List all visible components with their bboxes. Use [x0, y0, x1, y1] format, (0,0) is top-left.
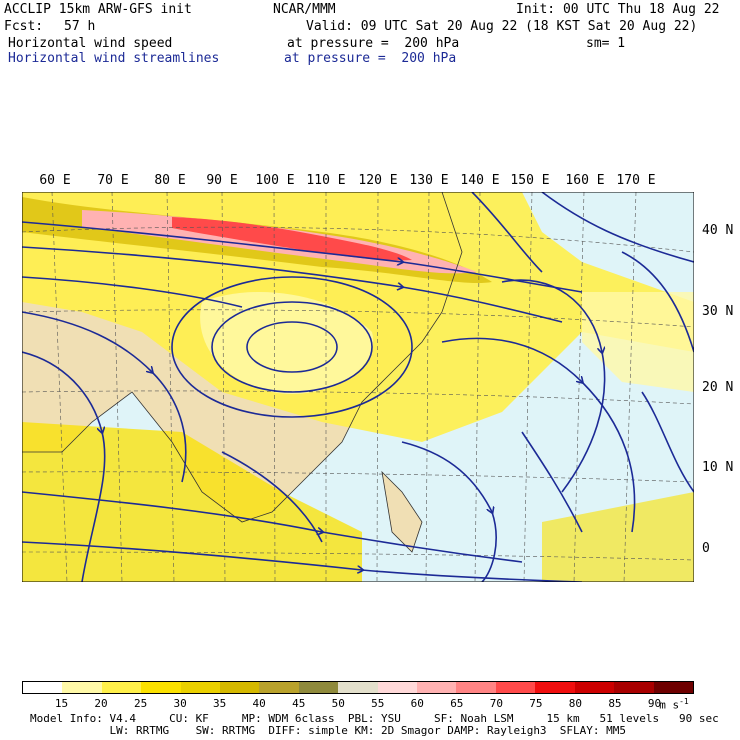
- smoothing-label: sm= 1: [586, 36, 626, 51]
- colorbar-tick-label: 75: [529, 697, 543, 710]
- lat-label-20n: 20 N: [702, 380, 734, 395]
- field1-level: at pressure = 200 hPa: [287, 36, 460, 51]
- lat-label-0: 0: [702, 541, 710, 556]
- colorbar-swatch: [141, 682, 181, 693]
- lon-label-120e: 120 E: [358, 173, 398, 188]
- colorbar-unit: m s-1: [659, 697, 689, 712]
- colorbar-tick-label: 35: [213, 697, 227, 710]
- wind-map: [22, 192, 694, 582]
- colorbar-tick-label: 55: [371, 697, 385, 710]
- valid-time: Valid: 09 UTC Sat 20 Aug 22 (18 KST Sat …: [306, 19, 698, 34]
- forecast-label: Fcst:: [4, 19, 44, 34]
- colorbar-swatch: [180, 682, 221, 693]
- colorbar-tick-label: 70: [489, 697, 503, 710]
- wind-fill-east-south: [542, 492, 694, 582]
- lon-label-110e: 110 E: [306, 173, 346, 188]
- colorbar-swatch: [535, 682, 575, 693]
- colorbar: [22, 681, 694, 694]
- colorbar-tick-label: 80: [568, 697, 583, 710]
- colorbar-tick-label: 60: [410, 697, 424, 710]
- colorbar-swatch: [101, 682, 142, 693]
- colorbar-swatch: [23, 682, 63, 693]
- colorbar-swatch: [456, 682, 496, 693]
- colorbar-swatch: [338, 682, 378, 693]
- colorbar-tick-label: 65: [450, 697, 464, 710]
- colorbar-swatch: [298, 682, 339, 693]
- lon-label-100e: 100 E: [255, 173, 295, 188]
- colorbar-swatch: [614, 682, 654, 693]
- colorbar-tick-label: 50: [331, 697, 345, 710]
- colorbar-swatch: [377, 682, 418, 693]
- streamlines: [22, 192, 694, 582]
- field1-name: Horizontal wind speed: [8, 36, 173, 51]
- lon-label-160e: 160 E: [565, 173, 605, 188]
- lon-label-140e: 140 E: [460, 173, 500, 188]
- lon-label-170e: 170 E: [616, 173, 656, 188]
- colorbar-tick-label: 40: [252, 697, 266, 710]
- lat-label-40n: 40 N: [702, 223, 734, 238]
- model-info-line1: Model Info: V4.4 CU: KF MP: WDM 6class P…: [30, 712, 719, 725]
- colorbar-swatch: [574, 682, 615, 693]
- forecast-hours: 57 h: [64, 19, 96, 34]
- lon-label-150e: 150 E: [510, 173, 550, 188]
- graticule: [22, 192, 694, 582]
- lon-label-60e: 60 E: [39, 173, 71, 188]
- jet-core-red: [172, 217, 412, 261]
- wind-fill-light-yellow: [200, 292, 374, 394]
- colorbar-tick-label: 15: [54, 697, 69, 710]
- field2-name: Horizontal wind streamlines: [8, 51, 220, 66]
- colorbar-swatch: [653, 682, 693, 693]
- model-title: ACCLIP 15km ARW-GFS init: [4, 2, 192, 17]
- colorbar-swatch: [495, 682, 536, 693]
- colorbar-tick-label: 90: [647, 697, 662, 710]
- lat-label-10n: 10 N: [702, 460, 734, 475]
- colorbar-swatch: [220, 682, 260, 693]
- init-time: Init: 00 UTC Thu 18 Aug 22: [516, 2, 720, 17]
- colorbar-tick-label: 85: [608, 697, 622, 710]
- colorbar-tick-label: 30: [173, 697, 187, 710]
- coastlines: [22, 192, 463, 553]
- model-info-line2: LW: RRTMG SW: RRTMG DIFF: simple KM: 2D …: [30, 724, 627, 737]
- lon-label-90e: 90 E: [206, 173, 238, 188]
- lon-label-130e: 130 E: [409, 173, 449, 188]
- colorbar-tick-label: 45: [292, 697, 306, 710]
- center-label: NCAR/MMM: [273, 2, 336, 17]
- field2-level: at pressure = 200 hPa: [284, 51, 457, 66]
- lat-label-30n: 30 N: [702, 304, 734, 319]
- lon-label-80e: 80 E: [154, 173, 186, 188]
- colorbar-tick-label: 25: [133, 697, 148, 710]
- colorbar-swatch: [62, 682, 102, 693]
- colorbar-tick-label: 20: [94, 697, 108, 710]
- colorbar-swatch: [259, 682, 299, 693]
- lon-label-70e: 70 E: [97, 173, 129, 188]
- wind-fill-tropics: [22, 422, 362, 582]
- colorbar-swatch: [417, 682, 457, 693]
- wind-fill-east: [582, 292, 694, 392]
